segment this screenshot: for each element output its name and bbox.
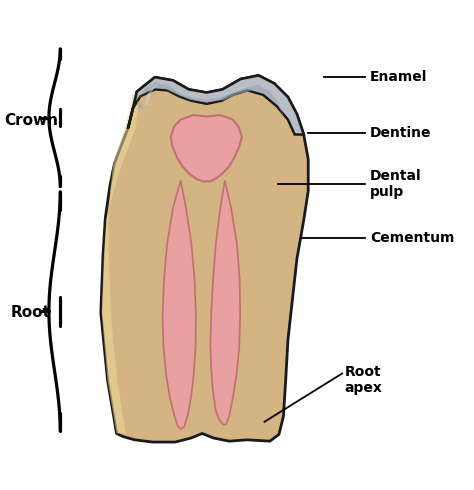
Text: Enamel: Enamel <box>370 70 428 84</box>
Text: Root
apex: Root apex <box>344 365 382 395</box>
Polygon shape <box>137 83 284 118</box>
Polygon shape <box>163 180 196 429</box>
Text: Dental
pulp: Dental pulp <box>370 169 422 199</box>
Text: Root: Root <box>11 305 51 320</box>
Polygon shape <box>101 75 308 442</box>
Polygon shape <box>210 180 240 424</box>
Polygon shape <box>128 75 304 135</box>
Polygon shape <box>102 92 139 434</box>
Text: Cementum: Cementum <box>370 231 455 245</box>
Polygon shape <box>145 85 157 105</box>
Text: Dentine: Dentine <box>370 126 431 140</box>
Text: Crown: Crown <box>4 114 58 128</box>
Polygon shape <box>171 115 242 181</box>
